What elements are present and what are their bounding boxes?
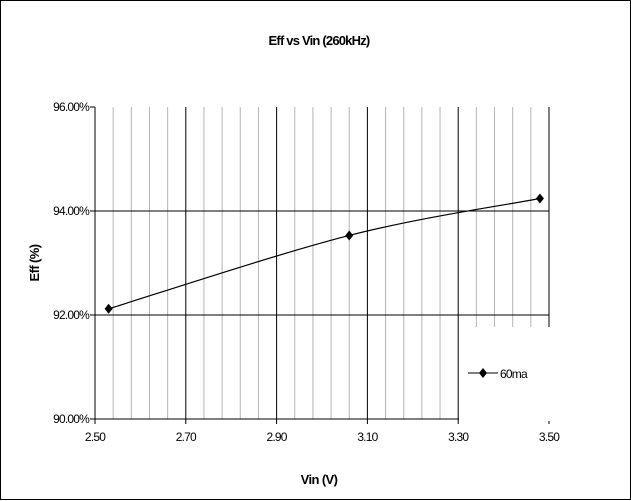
x-tick-labels: 2.50 2.70 2.90 3.10 3.30 3.50 xyxy=(85,430,561,444)
minor-gridlines xyxy=(112,107,532,419)
series-group xyxy=(104,193,544,314)
x-tick-label: 3.30 xyxy=(448,430,469,444)
data-point-marker xyxy=(345,230,354,241)
legend-label: 60ma xyxy=(500,367,528,381)
y-tick-labels: 90.00% 92.00% 94.00% 96.00% xyxy=(53,100,91,426)
major-gridlines xyxy=(95,107,549,419)
y-tick-label: 94.00% xyxy=(53,204,90,218)
data-point-marker xyxy=(104,303,113,314)
x-tick-label: 2.90 xyxy=(267,430,288,444)
x-tick-label: 2.50 xyxy=(85,430,106,444)
series-line xyxy=(108,197,541,310)
legend-marker xyxy=(479,368,487,378)
x-tick-label: 3.50 xyxy=(539,430,560,444)
legend-box xyxy=(459,327,551,421)
chart-title: Eff vs Vin (260kHz) xyxy=(269,33,370,48)
y-tick-label: 90.00% xyxy=(53,412,90,426)
y-tick-label: 96.00% xyxy=(53,100,90,114)
y-axis-label: Eff (%) xyxy=(27,244,42,281)
x-tick-label: 3.10 xyxy=(357,430,378,444)
y-tick-label: 92.00% xyxy=(53,308,90,322)
x-tick-label: 2.70 xyxy=(176,430,197,444)
data-point-marker xyxy=(535,193,544,204)
x-axis-label: Vin (V) xyxy=(301,472,338,487)
legend: 60ma xyxy=(459,327,551,421)
